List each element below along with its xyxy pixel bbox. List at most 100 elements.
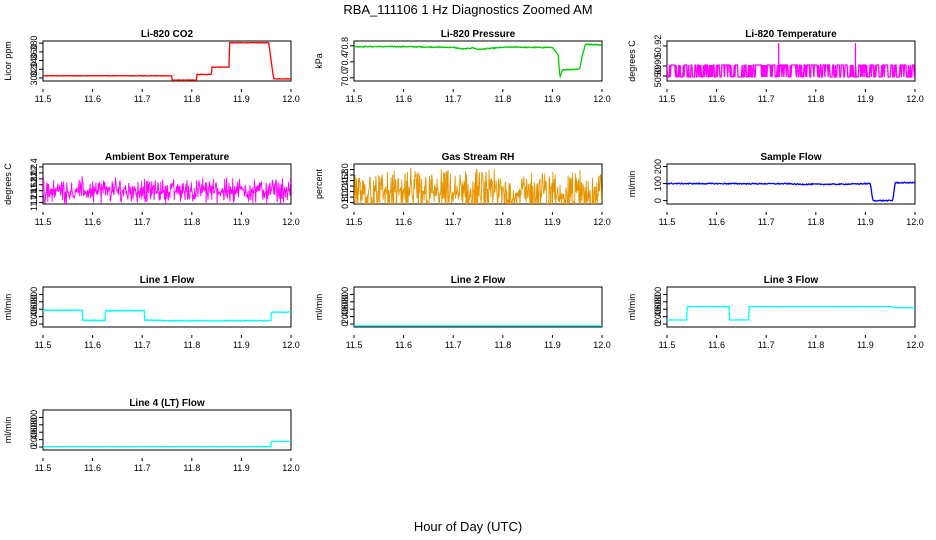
panel-6: Line 1 Flow 11.5 11.6 11.7 11.8 11.9 12.0 02004… (3, 275, 300, 350)
series-line (43, 41, 291, 81)
series-line (43, 176, 291, 204)
x-tick-label: 11.5 (659, 94, 676, 104)
x-tick-label: 11.7 (134, 217, 151, 227)
series-line (43, 309, 291, 323)
y-tick-label: 1.4 (340, 180, 350, 193)
x-tick-label: 11.8 (183, 94, 200, 104)
series-line (354, 167, 602, 204)
y-tick-label: 12.2 (29, 164, 39, 182)
x-tick-label: 11.9 (857, 217, 874, 227)
y-tick-label: 360 (29, 44, 39, 59)
x-tick-label: 11.7 (445, 340, 462, 350)
panel-2: Li-820 Temperature 11.5 11.6 11.7 11.8 11.9 12… (627, 29, 924, 104)
series-line (43, 440, 291, 448)
series-line (667, 181, 915, 203)
x-tick-label: 11.8 (494, 217, 511, 227)
x-tick-label: 11.9 (544, 94, 561, 104)
x-tick-label: 11.9 (544, 340, 561, 350)
panel-title: Ambient Box Temperature (105, 152, 230, 163)
x-tick-label: 11.6 (395, 94, 412, 104)
panel-title: Line 1 Flow (140, 275, 195, 286)
panel-9: Line 4 (LT) Flow 11.5 11.6 11.7 11.8 11.9 12.0… (3, 398, 300, 473)
y-tick-label: 200 (29, 432, 39, 447)
x-tick-label: 11.8 (183, 217, 200, 227)
figure-title: RBA_111106 1 Hz Diagnostics Zoomed AM (343, 2, 592, 17)
x-tick-label: 11.5 (35, 463, 52, 473)
panel-title: Li-820 Temperature (745, 29, 837, 40)
figure-xlabel: Hour of Day (UTC) (414, 519, 522, 534)
x-tick-label: 11.9 (233, 463, 250, 473)
y-tick-label: 800 (29, 410, 39, 425)
y-tick-label: 11.6 (29, 182, 39, 199)
y-tick-label: 340 (29, 53, 39, 68)
x-tick-label: 12.0 (282, 217, 300, 227)
x-tick-label: 11.6 (395, 340, 412, 350)
y-axis-label: ml/min (314, 294, 324, 321)
x-tick-label: 11.9 (233, 340, 250, 350)
x-tick-label: 12.0 (906, 94, 924, 104)
y-tick-label: 200 (29, 309, 39, 324)
panel-title: Line 3 Flow (764, 275, 819, 286)
y-tick-label: 600 (340, 294, 350, 309)
x-tick-label: 12.0 (593, 94, 611, 104)
x-tick-label: 12.0 (906, 217, 924, 227)
y-tick-label: 12.0 (29, 170, 39, 188)
x-tick-label: 11.9 (857, 94, 874, 104)
x-tick-label: 12.0 (593, 217, 611, 227)
panel-title: Li-820 Pressure (441, 29, 516, 40)
y-tick-label: 0 (29, 445, 39, 450)
y-tick-label: 400 (653, 302, 663, 317)
plot-frame (353, 40, 603, 82)
panel-4: Gas Stream RH 11.5 11.6 11.7 11.8 11.9 12.0 0.8… (314, 152, 611, 227)
x-tick-label: 11.9 (233, 94, 250, 104)
plot-frame (353, 286, 603, 328)
x-tick-label: 11.5 (346, 94, 363, 104)
plot-frame (42, 409, 292, 451)
y-tick-label: 1.6 (340, 174, 350, 187)
x-tick-label: 11.6 (395, 217, 412, 227)
y-tick-label: 2.0 (340, 163, 350, 176)
y-tick-label: 200 (653, 309, 663, 324)
panel-title: Sample Flow (760, 152, 821, 163)
x-tick-label: 11.5 (346, 217, 363, 227)
x-tick-label: 12.0 (282, 463, 300, 473)
x-tick-label: 11.7 (134, 463, 151, 473)
y-axis-label: ml/min (3, 294, 13, 321)
panel-1: Li-820 Pressure 11.5 11.6 11.7 11.8 11.9 12.0 7… (314, 29, 611, 104)
y-tick-label: 70.0 (340, 69, 350, 87)
x-tick-label: 11.6 (708, 94, 725, 104)
y-axis-label: degrees C (3, 163, 13, 205)
series-line (667, 43, 915, 78)
y-axis-label: percent (314, 168, 324, 199)
x-tick-label: 11.6 (708, 217, 725, 227)
x-tick-label: 11.6 (708, 340, 725, 350)
y-tick-label: 11.4 (29, 188, 39, 205)
y-axis-label: degrees C (627, 40, 637, 82)
panel-title: Li-820 CO2 (141, 29, 194, 40)
panel-0: Li-820 CO2 11.5 11.6 11.7 11.8 11.9 12.0 300320… (3, 29, 300, 104)
y-tick-label: 300 (29, 70, 39, 85)
y-tick-label: 200 (340, 309, 350, 324)
x-tick-label: 12.0 (593, 340, 611, 350)
x-tick-label: 11.7 (758, 217, 775, 227)
y-tick-label: 800 (340, 287, 350, 302)
x-tick-label: 11.9 (233, 217, 250, 227)
panels: Li-820 CO2 11.5 11.6 11.7 11.8 11.9 12.0 300320… (3, 29, 924, 473)
x-tick-label: 11.8 (183, 340, 200, 350)
y-tick-label: 1.0 (340, 191, 350, 204)
y-tick-label: 400 (340, 302, 350, 317)
y-tick-label: 800 (653, 287, 663, 302)
y-axis-label: ml/min (627, 171, 637, 198)
panel-7: Line 2 Flow 11.5 11.6 11.7 11.8 11.9 12.0 02004… (314, 275, 611, 350)
x-tick-label: 11.7 (758, 340, 775, 350)
panel-8: Line 3 Flow 11.5 11.6 11.7 11.8 11.9 12.0 02004… (627, 275, 924, 350)
x-tick-label: 11.7 (758, 94, 775, 104)
y-tick-label: 11.2 (29, 194, 39, 211)
y-tick-label: 0 (29, 322, 39, 327)
y-tick-label: 0 (340, 322, 350, 327)
x-tick-label: 11.5 (35, 94, 52, 104)
y-tick-label: 50.89 (653, 65, 663, 88)
y-tick-label: 50.90 (653, 55, 663, 78)
y-tick-label: 50.92 (653, 35, 663, 58)
